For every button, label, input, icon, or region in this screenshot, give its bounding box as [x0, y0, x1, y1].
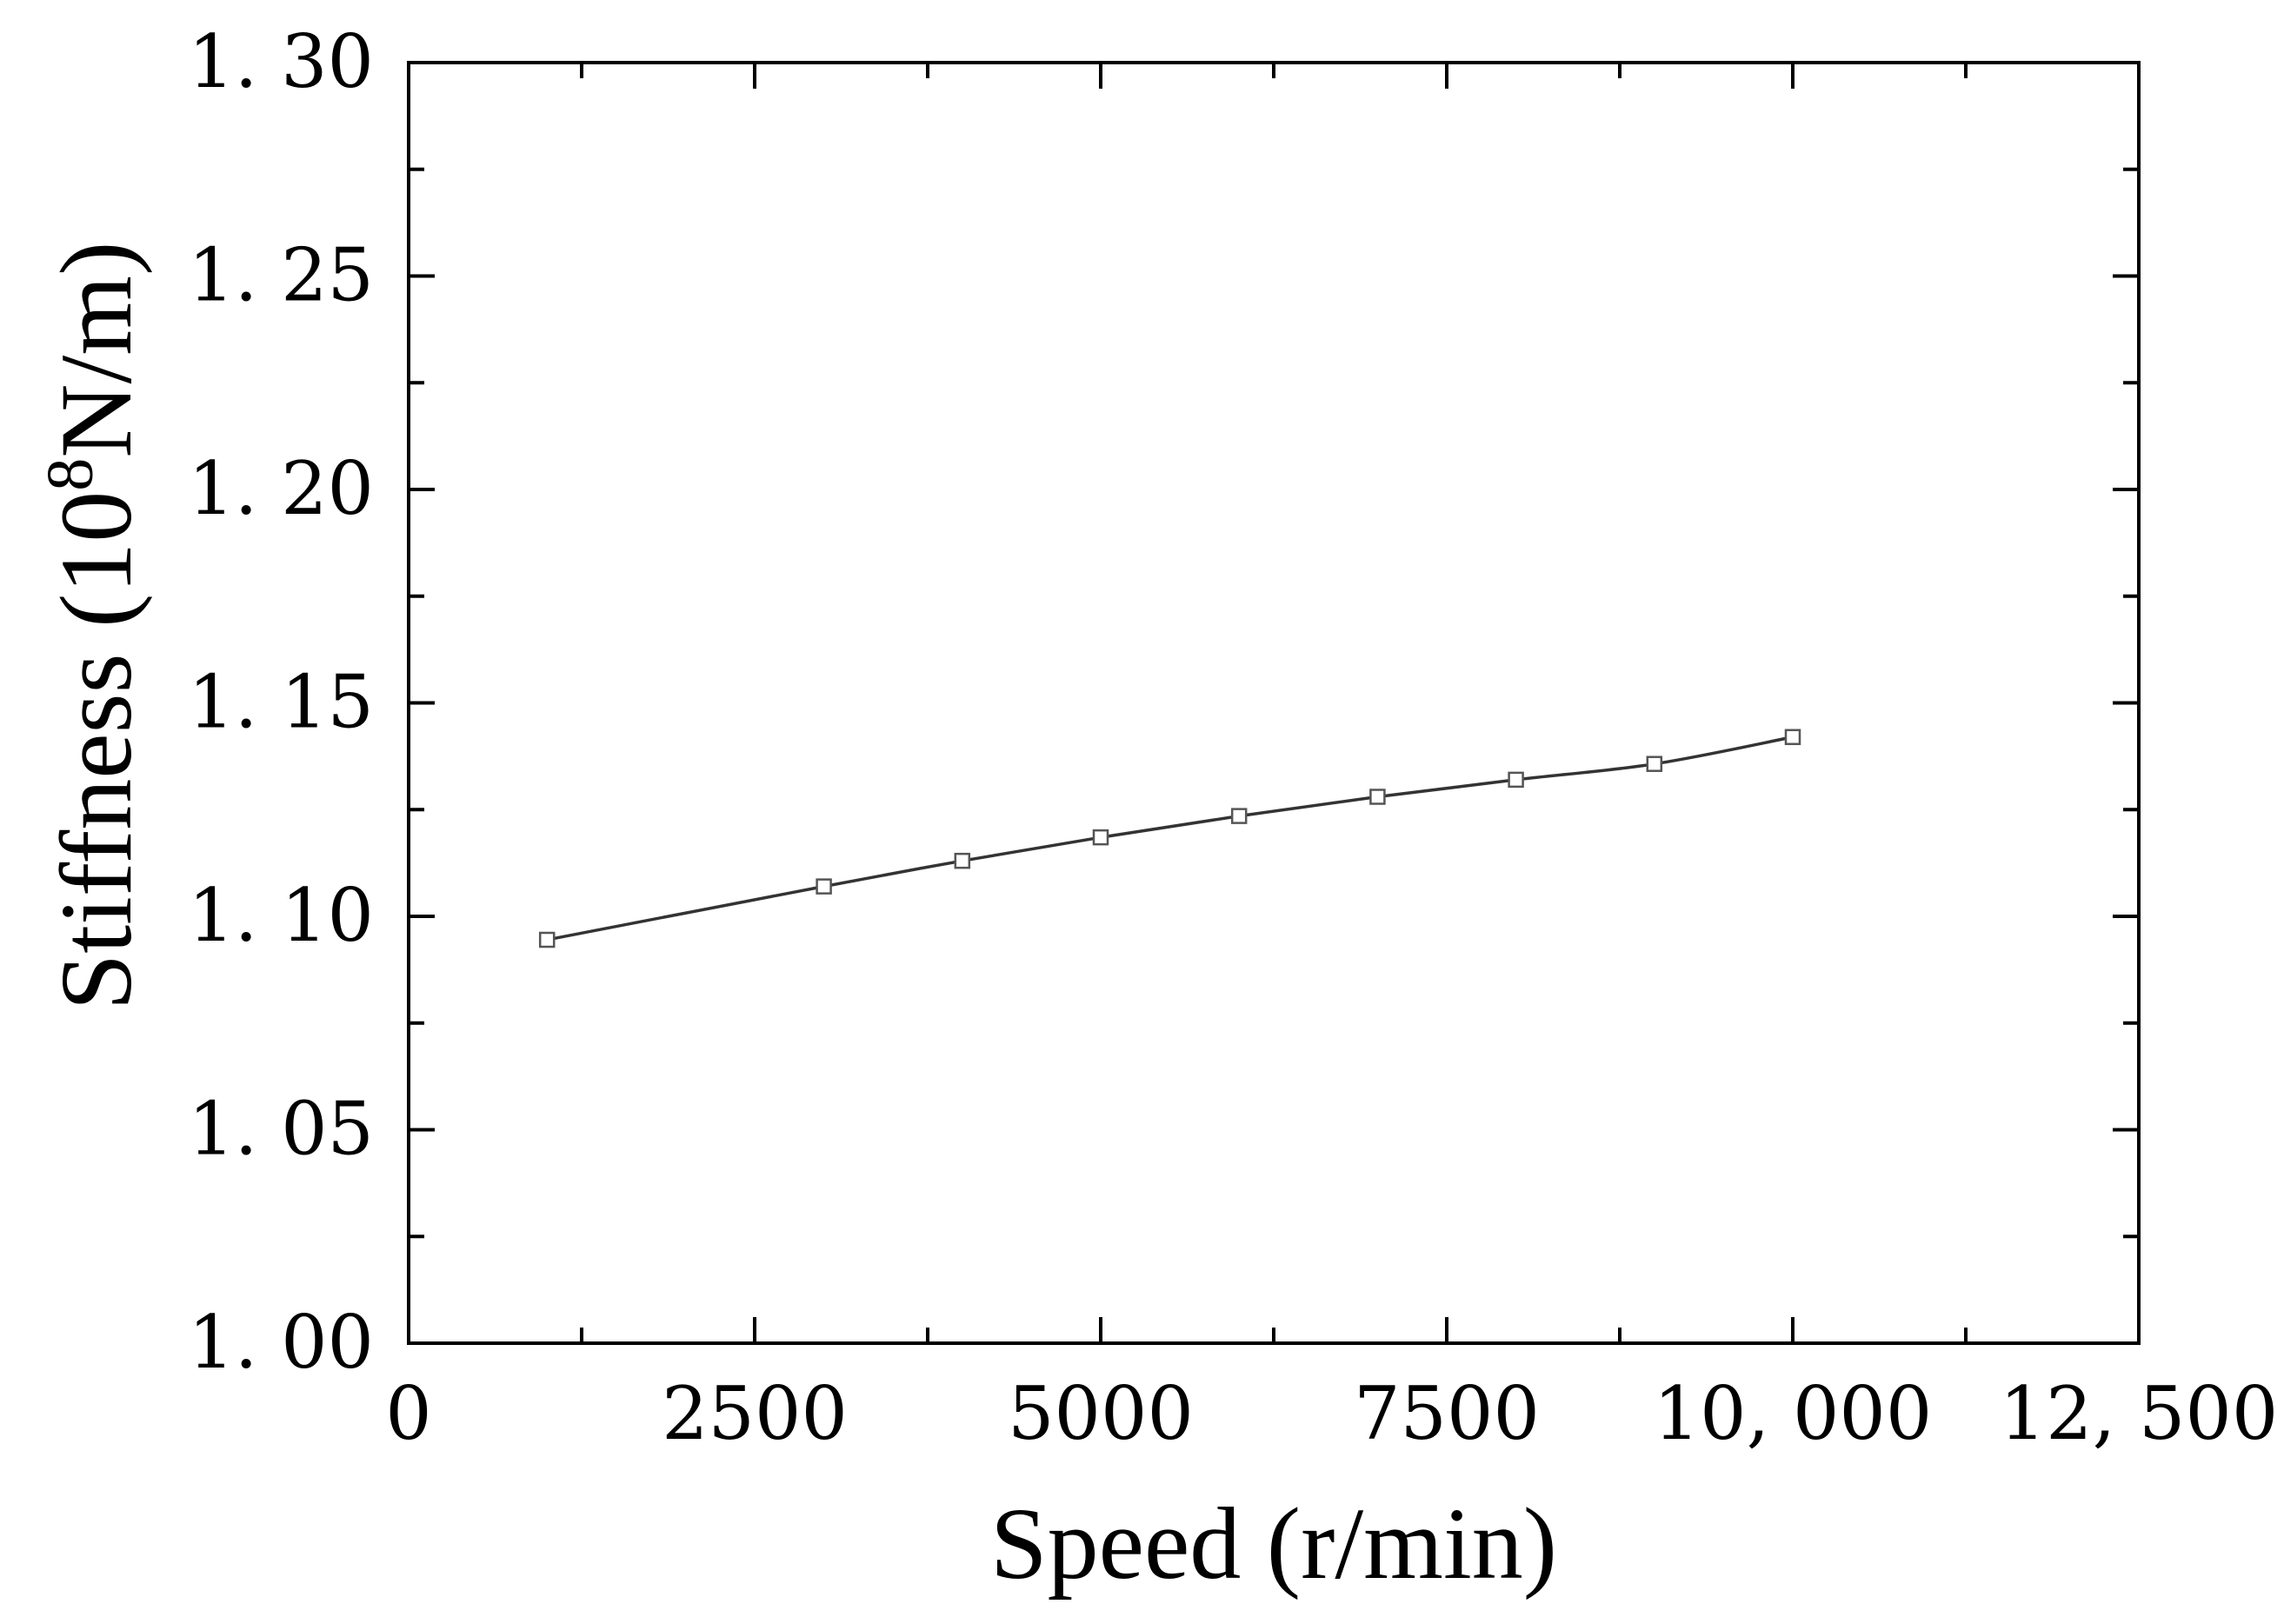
x-axis-title: Speed (r/min) [990, 1487, 1557, 1601]
y-tick-label: 1. 05 [188, 1087, 374, 1172]
x-tick-label: 5000 [1008, 1371, 1194, 1456]
y-tick-label: 1. 20 [188, 446, 374, 531]
data-point-marker [1508, 771, 1524, 789]
data-point-marker [1646, 755, 1663, 772]
tick-labels: 0 2500 5000 7500 10, 000 12, 500 1. 00 1. 05 1. … [188, 19, 2278, 1456]
axes [407, 61, 2141, 1345]
series-line [546, 735, 1794, 942]
data-point-marker [538, 931, 556, 948]
x-tick-label: 2500 [662, 1371, 848, 1456]
data-point-marker [1784, 729, 1801, 746]
data-point-marker [954, 852, 971, 869]
axis-ticks [407, 61, 2141, 1345]
y-axis-title: Stiffness (108N/m) [34, 242, 153, 1011]
data-point-marker [1369, 789, 1386, 805]
data-point-marker [1092, 829, 1109, 846]
y-tick-label: 1. 10 [188, 873, 374, 958]
x-tick-label: 10, 000 [1654, 1371, 1933, 1456]
x-tick-label: 12, 500 [2000, 1371, 2279, 1456]
data-series [538, 729, 1801, 948]
x-tick-label: 7500 [1354, 1371, 1540, 1456]
y-axis-title-prefix: Stiffness (10 [39, 491, 153, 1011]
x-tick-label: 0 [385, 1371, 431, 1456]
y-axis-title-suffix: N/m) [39, 242, 153, 458]
y-tick-label: 1. 00 [188, 1300, 374, 1385]
y-tick-label: 1. 15 [188, 660, 374, 745]
y-axis-title-superscript: 8 [34, 458, 107, 491]
y-tick-label: 1. 30 [188, 19, 374, 104]
data-point-marker [1230, 808, 1248, 824]
y-tick-label: 1. 25 [188, 233, 374, 318]
plot-frame [407, 61, 2141, 1345]
data-point-marker [816, 878, 832, 895]
